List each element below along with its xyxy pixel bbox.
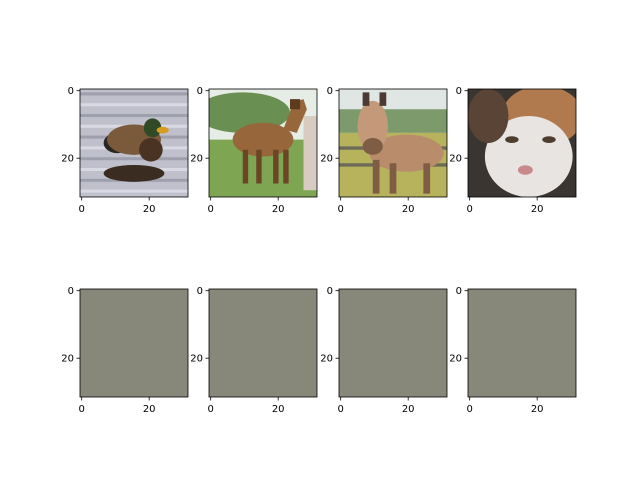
x-tick-label: 20 xyxy=(143,204,156,215)
water-ripple xyxy=(80,157,188,161)
cat-eye xyxy=(505,136,519,143)
axes-frame xyxy=(79,88,189,198)
x-tick-label: 0 xyxy=(208,404,214,415)
y-tick-label: 0 xyxy=(197,86,203,97)
y-tick-label: 20 xyxy=(190,154,203,165)
cat-eye xyxy=(542,136,556,143)
x-tick-label: 0 xyxy=(208,204,214,215)
image-horse xyxy=(339,89,447,197)
horse-leg xyxy=(242,149,249,184)
x-tick-label: 20 xyxy=(531,404,544,415)
axes-frame xyxy=(338,88,448,198)
image-axes: 0 20 0 20 xyxy=(61,286,189,415)
image-placeholder xyxy=(339,289,447,397)
horse-leg xyxy=(283,149,289,184)
image-cat xyxy=(468,89,576,197)
water-ripple xyxy=(80,189,188,193)
horse-leg xyxy=(372,159,380,194)
horse-muzzle xyxy=(362,137,383,155)
image-axes: 0 20 0 20 xyxy=(190,86,318,215)
flat-image-fill xyxy=(339,289,447,397)
axes-frame xyxy=(208,288,318,398)
y-tick-label: 0 xyxy=(456,86,462,97)
image-axes: 0 20 0 20 xyxy=(320,286,448,415)
duck-reflection xyxy=(103,164,165,182)
person xyxy=(303,116,317,191)
y-tick-label: 0 xyxy=(327,286,333,297)
image-axes: 0 20 0 20 xyxy=(449,286,577,415)
horse-leg xyxy=(423,163,431,194)
horse-body xyxy=(232,122,294,157)
horse-leg xyxy=(389,163,397,194)
water-ripple xyxy=(80,103,188,107)
horse-leg xyxy=(273,149,279,184)
flat-image-fill xyxy=(80,289,188,397)
x-tick-label: 20 xyxy=(272,404,285,415)
image-placeholder xyxy=(209,289,317,397)
y-tick-label: 20 xyxy=(449,154,462,165)
horse-head xyxy=(357,100,388,152)
x-tick-label: 0 xyxy=(79,204,85,215)
image-axes: 0 20 0 20 xyxy=(449,86,577,215)
y-tick-label: 20 xyxy=(320,354,333,365)
horse-neck xyxy=(283,99,307,133)
horse-mane xyxy=(290,99,301,110)
x-tick-label: 20 xyxy=(531,204,544,215)
y-tick-label: 0 xyxy=(197,286,203,297)
axes-frame xyxy=(79,288,189,398)
x-tick-label: 20 xyxy=(402,404,415,415)
y-tick-label: 0 xyxy=(327,86,333,97)
y-tick-label: 20 xyxy=(320,154,333,165)
water-ripple xyxy=(80,92,188,96)
image-axes: 0 20 0 20 xyxy=(61,86,189,215)
duck-breast xyxy=(139,137,163,162)
trees xyxy=(209,92,290,133)
image-placeholder xyxy=(468,289,576,397)
x-tick-label: 20 xyxy=(143,404,156,415)
y-tick-label: 0 xyxy=(456,286,462,297)
image-placeholder xyxy=(80,289,188,397)
x-tick-label: 0 xyxy=(338,204,344,215)
duck-head xyxy=(143,118,162,138)
water-ripple xyxy=(80,113,188,118)
y-tick-label: 20 xyxy=(449,354,462,365)
y-tick-label: 0 xyxy=(68,286,74,297)
image-horse xyxy=(209,89,317,197)
trees xyxy=(339,109,447,133)
cat-face-white xyxy=(484,116,573,197)
horse-leg xyxy=(256,149,262,184)
axes-frame xyxy=(208,88,318,198)
x-tick-label: 20 xyxy=(272,204,285,215)
y-tick-label: 0 xyxy=(68,86,74,97)
cat-ear-dark xyxy=(468,89,509,143)
x-tick-label: 20 xyxy=(402,204,415,215)
x-tick-label: 0 xyxy=(467,404,473,415)
y-tick-label: 20 xyxy=(61,354,74,365)
axes-frame xyxy=(338,288,448,398)
x-tick-label: 0 xyxy=(338,404,344,415)
flat-image-fill xyxy=(209,289,317,397)
flat-image-fill xyxy=(468,289,576,397)
image-duck xyxy=(80,89,188,197)
horse-ear xyxy=(362,92,370,106)
axes-frame xyxy=(467,288,577,398)
cat-nose xyxy=(517,165,533,175)
y-tick-label: 20 xyxy=(61,154,74,165)
horse-ear xyxy=(379,92,387,106)
image-axes: 0 20 0 20 xyxy=(190,286,318,415)
image-axes: 0 20 0 20 xyxy=(320,86,448,215)
duck-bill xyxy=(156,126,169,134)
axes-frame xyxy=(467,88,577,198)
x-tick-label: 0 xyxy=(79,404,85,415)
y-tick-label: 20 xyxy=(190,354,203,365)
x-tick-label: 0 xyxy=(467,204,473,215)
horse-body xyxy=(369,134,444,172)
